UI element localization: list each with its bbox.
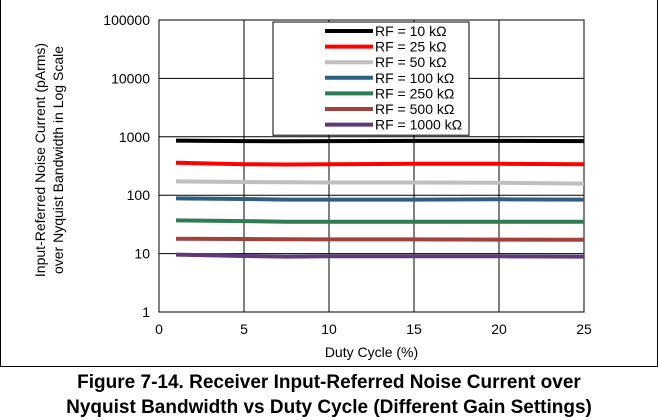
figure-caption: Figure 7-14. Receiver Input-Referred Noi… — [0, 370, 658, 420]
series-line — [175, 236, 585, 242]
chart-frame: 0 5 10 15 20 25 1 10 100 1000 10000 100000 Duty Cy… — [0, 0, 658, 367]
y-tick-label: 10 — [134, 246, 150, 262]
legend-label: RF = 50 kΩ — [375, 54, 447, 70]
y-tick-label: 1000 — [119, 129, 150, 145]
series-line — [175, 138, 585, 144]
legend-label: RF = 25 kΩ — [375, 39, 447, 55]
y-tick-label: 100000 — [103, 12, 150, 28]
legend-label: RF = 10 kΩ — [375, 23, 447, 39]
x-tick-label: 0 — [155, 321, 163, 337]
series-line — [175, 179, 585, 186]
series-layer — [175, 138, 585, 259]
caption-line-1: Figure 7-14. Receiver Input-Referred Noi… — [77, 372, 581, 393]
caption-line-2: Nyquist Bandwidth vs Duty Cycle (Differe… — [66, 397, 592, 418]
series-line — [175, 196, 585, 202]
x-tick-label: 5 — [240, 321, 248, 337]
series-line — [175, 160, 585, 167]
y-tick-label: 100 — [127, 187, 151, 203]
noise-current-chart: 0 5 10 15 20 25 1 10 100 1000 10000 100000 Duty Cy… — [32, 12, 592, 360]
legend-label: RF = 250 kΩ — [375, 85, 454, 101]
plot-area — [158, 19, 585, 313]
x-tick-label: 25 — [576, 321, 592, 337]
legend-label: RF = 500 kΩ — [375, 101, 454, 117]
x-tick-label: 10 — [321, 321, 337, 337]
y-tick-label: 1 — [142, 304, 150, 320]
legend-label: RF = 1000 kΩ — [375, 117, 462, 133]
x-tick-label: 15 — [406, 321, 422, 337]
legend-label: RF = 100 kΩ — [375, 70, 454, 86]
series-line — [175, 252, 585, 259]
x-tick-label: 20 — [491, 321, 507, 337]
y-tick-labels: 1 10 100 1000 10000 100000 — [103, 12, 150, 320]
y-axis-label-line1: Input-Referred Noise Current (pArms) — [32, 43, 48, 277]
series-line — [175, 218, 584, 224]
y-axis-label-line2: over Nyquist Bandwidth in Log Scale — [50, 46, 66, 274]
y-tick-label: 10000 — [111, 70, 150, 86]
x-axis-label: Duty Cycle (%) — [325, 344, 418, 360]
x-tick-labels: 0 5 10 15 20 25 — [155, 321, 592, 337]
